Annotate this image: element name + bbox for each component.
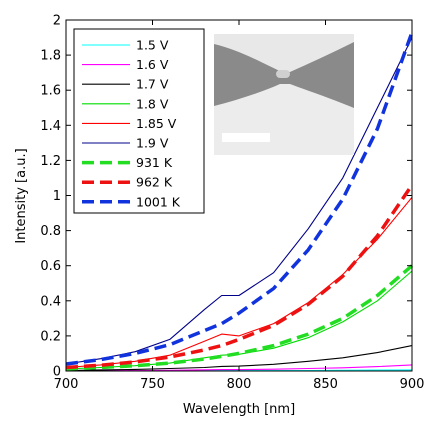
ticks-layer: 700 750 800 850 900 0 0.2 0.4 0.6 0.8 1 1.2 1.4 1.6 1.…: [40, 14, 424, 393]
y-tick-label: 1.6: [40, 84, 61, 99]
x-tick-label: 700: [54, 377, 79, 392]
inset-image: [214, 34, 354, 155]
y-tick-label: 1.2: [40, 154, 61, 169]
legend-label: 1.5 V: [136, 38, 169, 53]
legend-label: 1.9 V: [136, 136, 169, 151]
y-tick-label: 1: [53, 189, 61, 204]
legend-label: 1.85 V: [136, 116, 177, 131]
y-tick-label: 0: [53, 365, 61, 380]
legend-label: 962 K: [136, 175, 173, 190]
legend-label: 1.6 V: [136, 57, 169, 72]
y-axis-label: Intensity [a.u.]: [14, 148, 29, 243]
y-tick-label: 0.8: [40, 224, 61, 239]
legend-label: 1001 K: [136, 194, 181, 209]
lines-layer: [65, 31, 414, 372]
x-tick-label: 850: [313, 377, 338, 392]
legend-label: 1.7 V: [136, 77, 169, 92]
series-line-962-k: [65, 184, 414, 370]
series-line-1-7-v: [65, 345, 413, 372]
x-tick-label: 750: [140, 377, 165, 392]
x-tick-label: 800: [227, 377, 252, 392]
y-tick-label: 1.8: [40, 49, 61, 64]
y-tick-label: 0.4: [40, 294, 61, 309]
y-tick-label: 2: [53, 14, 61, 29]
series-line-1001-k: [65, 31, 414, 366]
x-tick-label: 900: [400, 377, 425, 392]
y-tick-label: 0.2: [40, 329, 61, 344]
legend-label: 931 K: [136, 155, 173, 170]
legend-label: 1.8 V: [136, 96, 169, 111]
scale-bar: [222, 133, 270, 142]
y-tick-label: 0.6: [40, 259, 61, 274]
y-tick-label: 1.4: [40, 119, 61, 134]
x-axis-label: Wavelength [nm]: [183, 402, 295, 417]
legend: 1.5 V 1.6 V 1.7 V 1.8 V 1.85 V 1.9 V 931 K 962 …: [73, 28, 205, 214]
series-line-931-k: [65, 264, 414, 371]
